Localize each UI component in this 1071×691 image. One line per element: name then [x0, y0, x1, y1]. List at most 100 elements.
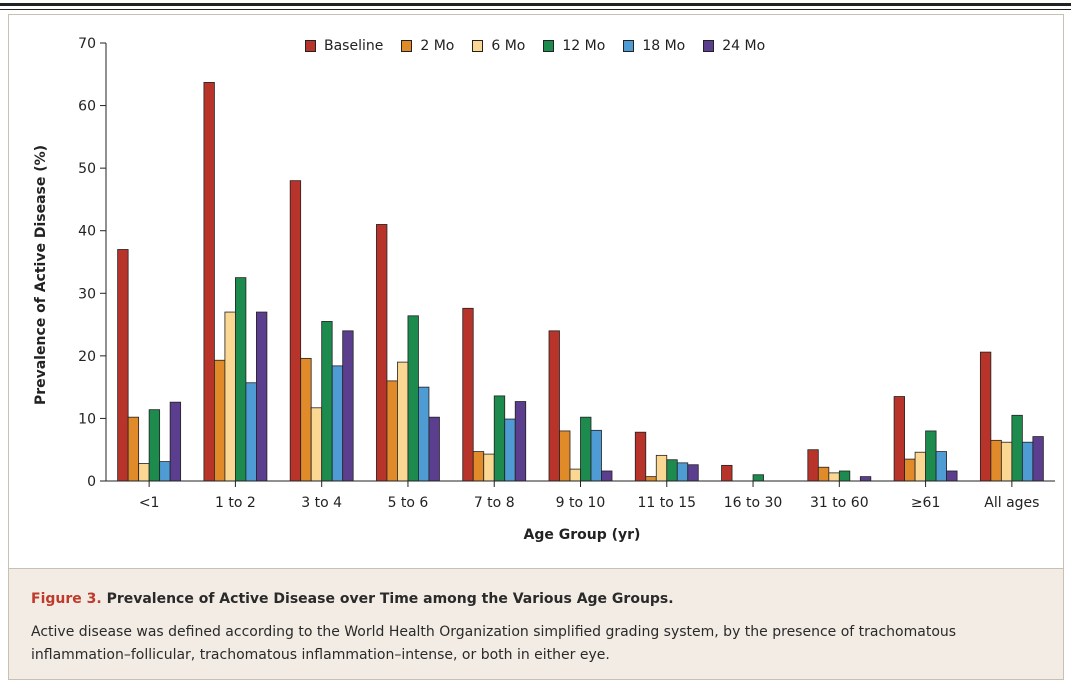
bar-24-mo-9	[946, 470, 958, 482]
bar-6-mo-10	[1000, 441, 1013, 482]
legend-swatch	[401, 40, 413, 52]
legend-swatch	[703, 40, 715, 52]
y-tick-label: 20	[78, 349, 96, 365]
x-tick-label: 5 to 6	[388, 495, 429, 511]
legend-swatch	[623, 40, 635, 52]
bar-6-mo-0	[138, 463, 150, 482]
bar-2-mo-10	[990, 439, 1002, 482]
bar-baseline-9	[893, 396, 905, 482]
bar-24-mo-3	[428, 416, 440, 482]
bar-18-mo-0	[159, 461, 171, 482]
y-tick-label: 30	[78, 286, 96, 302]
y-axis-label: Prevalence of Active Disease (%)	[33, 145, 49, 405]
figure-caption-title: Figure 3. Prevalence of Active Disease o…	[31, 591, 674, 607]
x-tick-label: 9 to 10	[556, 495, 606, 511]
legend-item-12-mo: 12 Mo	[543, 38, 605, 54]
top-rule-thin	[0, 9, 1071, 10]
bar-6-mo-1	[224, 311, 236, 482]
bar-2-mo-4	[472, 451, 485, 482]
legend-item-24-mo: 24 Mo	[703, 38, 765, 54]
axes-layer: 0 10 20 30 40 50 60 70 <1 1 to 2 3 to 4 5 to 6 7 to …	[78, 36, 1055, 511]
bar-baseline-10	[979, 351, 992, 482]
bar-24-mo-2	[342, 330, 354, 482]
figure-description: Active disease was defined according to …	[31, 624, 957, 663]
x-tick-label: 31 to 60	[810, 495, 869, 511]
bar-6-mo-6	[655, 454, 668, 482]
legend-swatch	[472, 40, 484, 52]
x-tick-label: <1	[139, 495, 160, 511]
bar-18-mo-4	[504, 418, 516, 482]
chart-legend: Baseline 2 Mo 6 Mo 12 Mo 18 Mo 24 Mo	[305, 37, 783, 55]
legend-label: 2 Mo	[420, 38, 455, 54]
bar-18-mo-3	[418, 386, 430, 482]
bar-12-mo-5	[580, 416, 592, 482]
bar-12-mo-7	[752, 474, 764, 482]
bar-baseline-8	[807, 449, 819, 482]
bar-2-mo-5	[559, 430, 571, 482]
legend-swatch	[305, 40, 316, 52]
bar-24-mo-4	[514, 401, 527, 482]
figure-title: Prevalence of Active Disease over Time a…	[106, 591, 674, 607]
x-tick-label: 1 to 2	[215, 495, 256, 511]
bar-6-mo-8	[828, 472, 840, 482]
x-tick-label: All ages	[984, 495, 1039, 511]
bar-baseline-1	[203, 82, 215, 482]
bar-2-mo-8	[817, 466, 830, 482]
legend-item-18-mo: 18 Mo	[623, 38, 685, 54]
bar-12-mo-3	[407, 315, 419, 482]
bar-2-mo-6	[645, 476, 657, 482]
legend-swatch	[543, 40, 555, 52]
bar-18-mo-1	[245, 382, 257, 482]
y-tick-label: 40	[78, 224, 96, 240]
chart-panel: 0 10 20 30 40 50 60 70 <1 1 to 2 3 to 4 5 to 6 7 to …	[8, 14, 1064, 569]
bar-12-mo-1	[235, 277, 247, 482]
y-tick-label: 60	[78, 99, 96, 115]
bar-24-mo-0	[169, 401, 182, 482]
bar-baseline-2	[289, 180, 302, 482]
bar-24-mo-5	[601, 470, 613, 482]
legend-label: 6 Mo	[491, 38, 526, 54]
bar-12-mo-10	[1011, 414, 1023, 482]
x-tick-label: 11 to 15	[637, 495, 696, 511]
figure-label: Figure 3.	[31, 591, 102, 607]
bar-6-mo-4	[483, 453, 495, 482]
bar-baseline-0	[117, 249, 129, 482]
bar-2-mo-2	[300, 357, 312, 482]
y-tick-label: 0	[87, 474, 96, 490]
x-tick-label: 3 to 4	[301, 495, 342, 511]
legend-label: 18 Mo	[642, 38, 686, 54]
legend-label: Baseline	[324, 38, 384, 54]
y-tick-label: 70	[78, 36, 96, 52]
bar-24-mo-6	[687, 464, 699, 482]
y-tick-label: 10	[78, 411, 96, 427]
bar-12-mo-9	[925, 430, 937, 482]
bar-24-mo-10	[1032, 436, 1044, 482]
bar-baseline-4	[462, 307, 474, 482]
caption-panel: Figure 3. Prevalence of Active Disease o…	[8, 568, 1064, 680]
bar-18-mo-9	[935, 451, 947, 482]
bar-6-mo-9	[914, 451, 926, 482]
bar-2-mo-9	[904, 458, 916, 482]
bar-18-mo-10	[1021, 441, 1034, 482]
legend-item-baseline: Baseline	[305, 38, 383, 54]
bar-2-mo-0	[127, 416, 140, 482]
bar-18-mo-6	[676, 462, 689, 482]
bar-24-mo-1	[256, 311, 268, 482]
bar-18-mo-5	[590, 429, 602, 482]
bar-18-mo-2	[331, 365, 344, 482]
legend-label: 12 Mo	[562, 38, 606, 54]
legend-item-6-mo: 6 Mo	[472, 38, 525, 54]
y-tick-label: 50	[78, 161, 96, 177]
bar-12-mo-6	[666, 459, 678, 482]
bar-12-mo-2	[321, 321, 333, 482]
bar-baseline-6	[634, 431, 647, 482]
bar-baseline-7	[721, 464, 733, 482]
x-tick-label: 7 to 8	[474, 495, 515, 511]
bar-6-mo-2	[310, 407, 323, 482]
x-tick-label: 16 to 30	[724, 495, 783, 511]
bar-6-mo-3	[397, 361, 409, 482]
bar-6-mo-5	[569, 468, 581, 482]
x-tick-label: ≥61	[911, 495, 941, 511]
bar-12-mo-0	[148, 409, 161, 482]
x-axis-label: Age Group (yr)	[524, 527, 641, 543]
